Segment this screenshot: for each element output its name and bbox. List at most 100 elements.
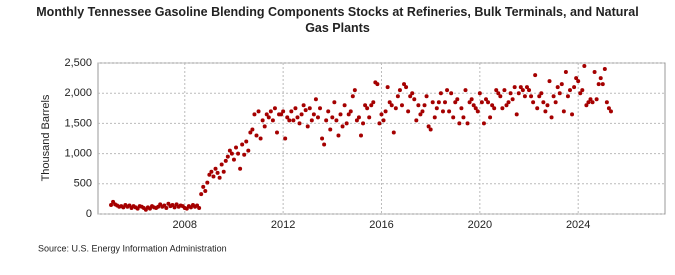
data-point bbox=[328, 127, 333, 132]
data-point bbox=[414, 118, 419, 123]
data-point bbox=[385, 85, 390, 90]
data-point bbox=[604, 100, 609, 105]
data-point bbox=[418, 112, 423, 117]
data-point bbox=[426, 124, 431, 129]
data-point bbox=[246, 148, 251, 153]
data-point bbox=[365, 106, 370, 111]
data-point bbox=[397, 88, 402, 93]
data-point bbox=[197, 205, 202, 210]
data-point bbox=[229, 151, 234, 156]
data-point bbox=[334, 118, 339, 123]
data-point bbox=[309, 118, 314, 123]
x-tick-label: 2012 bbox=[271, 219, 295, 231]
data-point bbox=[315, 115, 320, 120]
data-point bbox=[522, 94, 527, 99]
data-point bbox=[469, 97, 474, 102]
data-point bbox=[326, 109, 331, 114]
data-point bbox=[363, 103, 368, 108]
data-point bbox=[295, 115, 300, 120]
data-point bbox=[455, 97, 460, 102]
data-point bbox=[586, 100, 591, 105]
data-point bbox=[225, 154, 230, 159]
data-point bbox=[164, 205, 169, 210]
data-point bbox=[402, 82, 407, 87]
x-tick-label: 2016 bbox=[369, 219, 393, 231]
x-tick-label: 2020 bbox=[468, 219, 492, 231]
data-point bbox=[219, 162, 224, 167]
y-tick-label: 2,000 bbox=[64, 87, 92, 99]
data-point bbox=[393, 106, 398, 111]
data-point bbox=[289, 109, 294, 114]
data-point bbox=[356, 115, 361, 120]
data-point bbox=[578, 91, 583, 96]
data-point bbox=[580, 88, 585, 93]
data-point bbox=[434, 106, 439, 111]
data-point bbox=[567, 88, 572, 93]
data-point bbox=[518, 85, 523, 90]
data-point bbox=[383, 109, 388, 114]
data-point bbox=[209, 169, 214, 174]
data-point bbox=[221, 169, 226, 174]
data-point bbox=[248, 130, 253, 135]
data-point bbox=[440, 109, 445, 114]
data-point bbox=[391, 130, 396, 135]
data-point bbox=[217, 175, 222, 180]
data-point bbox=[596, 82, 601, 87]
data-point bbox=[524, 85, 529, 90]
y-tick-label: 0 bbox=[86, 208, 92, 220]
data-point bbox=[514, 112, 519, 117]
data-point bbox=[500, 106, 505, 111]
data-point bbox=[344, 121, 349, 126]
data-point bbox=[307, 106, 312, 111]
data-point bbox=[537, 94, 542, 99]
data-point bbox=[406, 109, 411, 114]
data-point bbox=[297, 121, 302, 126]
data-point bbox=[453, 100, 458, 105]
data-point bbox=[563, 70, 568, 75]
data-point bbox=[213, 166, 218, 171]
data-point bbox=[172, 205, 177, 210]
data-point bbox=[512, 85, 517, 90]
y-tick-label: 1,500 bbox=[64, 117, 92, 129]
data-point bbox=[244, 139, 249, 144]
chart-title: Monthly Tennessee Gasoline Blending Comp… bbox=[36, 5, 639, 35]
data-point bbox=[408, 94, 413, 99]
data-point bbox=[387, 100, 392, 105]
data-point bbox=[539, 91, 544, 96]
data-point bbox=[227, 148, 232, 153]
data-point bbox=[432, 115, 437, 120]
data-point bbox=[502, 88, 507, 93]
data-point bbox=[305, 124, 310, 129]
data-point bbox=[240, 142, 245, 147]
data-point bbox=[541, 100, 546, 105]
data-point bbox=[258, 136, 263, 141]
data-point bbox=[367, 115, 372, 120]
data-point bbox=[324, 118, 329, 123]
data-point bbox=[459, 106, 464, 111]
data-point bbox=[320, 136, 325, 141]
data-point bbox=[547, 79, 552, 84]
data-point bbox=[572, 85, 577, 90]
data-point bbox=[582, 64, 587, 69]
data-point bbox=[332, 100, 337, 105]
data-point bbox=[412, 97, 417, 102]
data-point bbox=[207, 172, 212, 177]
data-point bbox=[223, 158, 228, 163]
data-point bbox=[283, 136, 288, 141]
data-point bbox=[549, 115, 554, 120]
data-point bbox=[606, 106, 611, 111]
data-point bbox=[268, 109, 273, 114]
data-point bbox=[424, 94, 429, 99]
data-point bbox=[348, 109, 353, 114]
data-point bbox=[420, 109, 425, 114]
data-point bbox=[570, 112, 575, 117]
data-point bbox=[488, 115, 493, 120]
data-point bbox=[375, 82, 380, 87]
data-point bbox=[492, 106, 497, 111]
data-point bbox=[465, 121, 470, 126]
data-point bbox=[584, 103, 589, 108]
data-point bbox=[543, 109, 548, 114]
data-point bbox=[252, 112, 257, 117]
data-point bbox=[322, 142, 327, 147]
data-point bbox=[359, 133, 363, 138]
